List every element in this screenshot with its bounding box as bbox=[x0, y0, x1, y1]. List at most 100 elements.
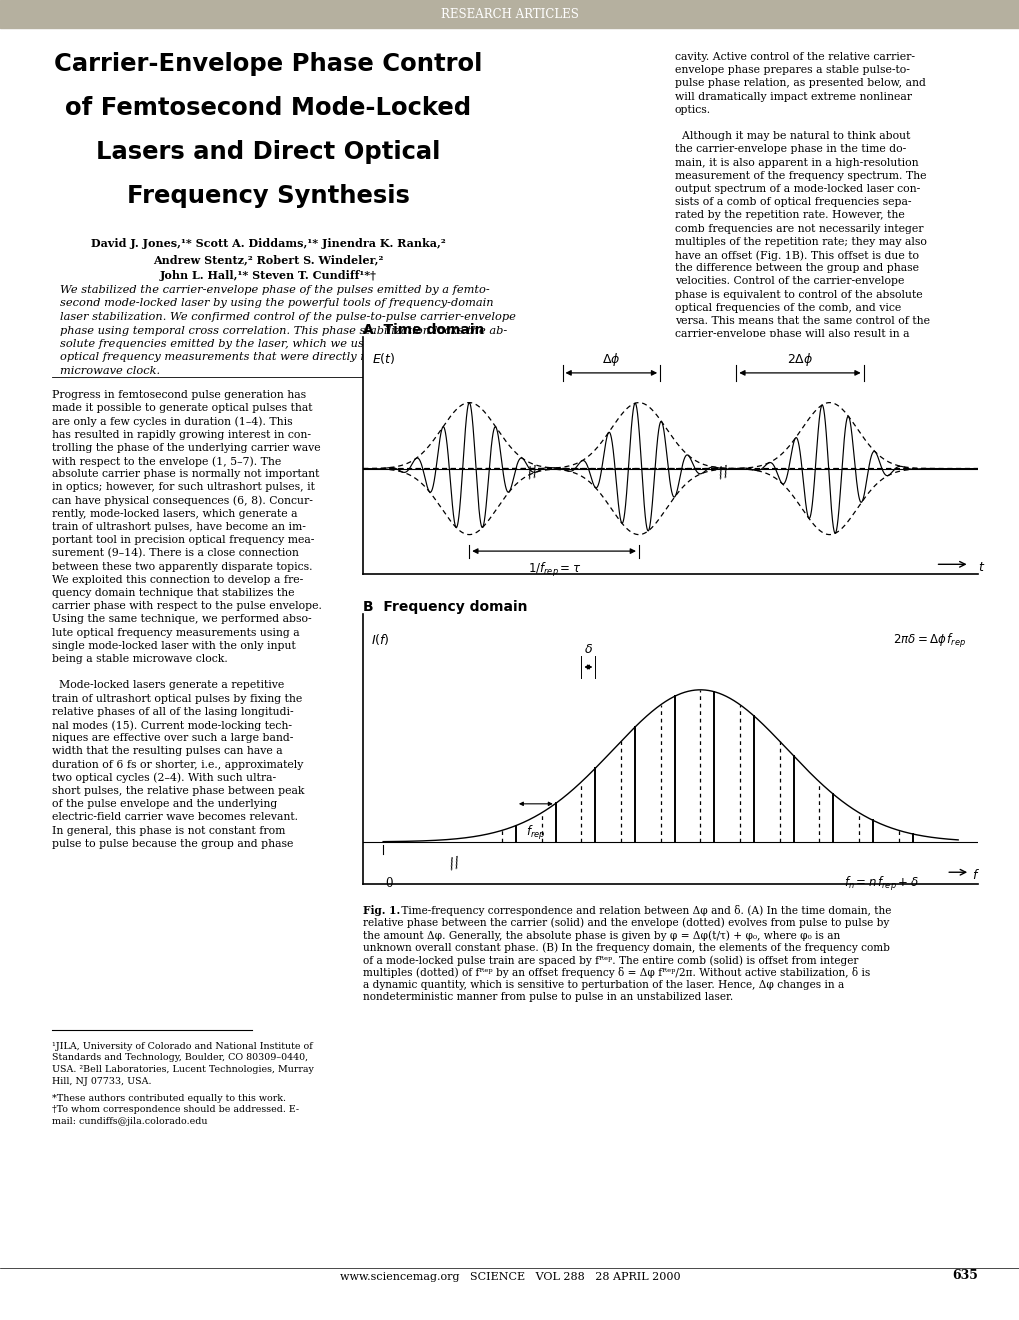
Text: have an offset (Fig. 1B). This offset is due to: have an offset (Fig. 1B). This offset is… bbox=[674, 249, 918, 260]
Text: nondeterministic manner from pulse to pulse in an unstabilized laser.: nondeterministic manner from pulse to pu… bbox=[363, 993, 733, 1002]
Text: train of ultrashort pulses, have become an im-: train of ultrashort pulses, have become … bbox=[52, 521, 306, 532]
Text: 0: 0 bbox=[385, 876, 392, 890]
Text: unknown overall constant phase. (B) In the frequency domain, the elements of the: unknown overall constant phase. (B) In t… bbox=[363, 942, 890, 953]
Text: have not used active feedback, and rapid: have not used active feedback, and rapid bbox=[363, 442, 588, 453]
Text: main methods (5). However, these techniques: main methods (5). However, these techniq… bbox=[363, 429, 614, 440]
Text: //: // bbox=[716, 463, 730, 480]
Text: portant tool in precision optical frequency mea-: portant tool in precision optical freque… bbox=[52, 535, 314, 545]
Text: sists of a comb of optical frequencies sepa-: sists of a comb of optical frequencies s… bbox=[674, 197, 910, 207]
Text: single mode-locked laser with the only input: single mode-locked laser with the only i… bbox=[52, 640, 296, 651]
Text: solute frequencies emitted by the laser, which we used to perform absolute: solute frequencies emitted by the laser,… bbox=[60, 339, 496, 348]
Text: rated by the repetition rate. However, the: rated by the repetition rate. However, t… bbox=[674, 210, 904, 220]
Text: //: // bbox=[526, 463, 539, 480]
Text: $I(f)$: $I(f)$ bbox=[371, 632, 389, 647]
Text: a dynamic quantity, which is sensitive to perturbation of the laser. Hence, Δφ c: a dynamic quantity, which is sensitive t… bbox=[363, 979, 844, 990]
Text: control the absolute frequencies of the optical: control the absolute frequencies of the … bbox=[674, 421, 927, 432]
Text: pulse to pulse because the group and phase: pulse to pulse because the group and pha… bbox=[52, 838, 293, 849]
Text: optical frequencies of the comb, and vice: optical frequencies of the comb, and vic… bbox=[674, 302, 900, 313]
Text: cavity. Active control of the relative carrier-: cavity. Active control of the relative c… bbox=[674, 51, 914, 62]
Text: Hill, NJ 07733, USA.: Hill, NJ 07733, USA. bbox=[52, 1077, 152, 1085]
Text: 635: 635 bbox=[951, 1269, 977, 1282]
Text: two optical cycles (2–4). With such ultra-: two optical cycles (2–4). With such ultr… bbox=[52, 772, 276, 783]
Text: in optics; however, for such ultrashort pulses, it: in optics; however, for such ultrashort … bbox=[52, 482, 315, 492]
Text: has resulted in rapidly growing interest in con-: has resulted in rapidly growing interest… bbox=[52, 429, 311, 440]
Text: are only a few cycles in duration (1–4). This: are only a few cycles in duration (1–4).… bbox=[52, 416, 292, 426]
Text: Mode-locked lasers generate a repetitive: Mode-locked lasers generate a repetitive bbox=[52, 680, 284, 690]
Text: We used a self-referencing technique to: We used a self-referencing technique to bbox=[674, 408, 899, 418]
Text: $E(t)$: $E(t)$ bbox=[372, 351, 395, 366]
Text: Andrew Stentz,² Robert S. Windeler,²: Andrew Stentz,² Robert S. Windeler,² bbox=[153, 253, 383, 265]
Bar bbox=[0, 0, 1019, 28]
Text: phase is equivalent to control of the absolute: phase is equivalent to control of the ab… bbox=[674, 289, 921, 300]
Text: Carrier-Envelope Phase Control: Carrier-Envelope Phase Control bbox=[54, 51, 482, 77]
Text: relative phase between the carrier (solid) and the envelope (dotted) evolves fro: relative phase between the carrier (soli… bbox=[363, 917, 889, 928]
Text: being a stable microwave clock.: being a stable microwave clock. bbox=[52, 653, 227, 664]
Text: measurement of the frequency spectrum. The: measurement of the frequency spectrum. T… bbox=[674, 170, 925, 181]
Text: envelope phase prepares a stable pulse-to-: envelope phase prepares a stable pulse-t… bbox=[674, 65, 909, 75]
Text: quency domain technique that stabilizes the: quency domain technique that stabilizes … bbox=[52, 587, 294, 598]
Text: B  Frequency domain: B Frequency domain bbox=[363, 599, 527, 614]
Text: with respect to the envelope (1, 5–7). The: with respect to the envelope (1, 5–7). T… bbox=[52, 455, 281, 466]
Text: main, it is also apparent in a high-resolution: main, it is also apparent in a high-reso… bbox=[674, 157, 917, 168]
Text: carrier phase with respect to the pulse envelope.: carrier phase with respect to the pulse … bbox=[52, 601, 322, 611]
Text: We exploited this connection to develop a fre-: We exploited this connection to develop … bbox=[52, 574, 303, 585]
Text: niques are effective over such a large band-: niques are effective over such a large b… bbox=[52, 733, 293, 743]
Text: electric-field carrier wave becomes relevant.: electric-field carrier wave becomes rele… bbox=[52, 812, 298, 822]
Text: $f$: $f$ bbox=[971, 869, 979, 882]
Text: comb generated by a mode-locked laser.: comb generated by a mode-locked laser. bbox=[674, 434, 895, 445]
Text: quency described below, this method also: quency described below, this method also bbox=[674, 461, 903, 471]
Text: the carrier-envelope phase in the time do-: the carrier-envelope phase in the time d… bbox=[674, 144, 905, 154]
Text: Lasers and Direct Optical: Lasers and Direct Optical bbox=[96, 140, 440, 164]
Text: $\delta$: $\delta$ bbox=[583, 643, 592, 656]
Text: can have physical consequences (6, 8). Concur-: can have physical consequences (6, 8). C… bbox=[52, 495, 313, 506]
Text: femtosecond pulses have employed time do-: femtosecond pulses have employed time do… bbox=[363, 416, 605, 426]
Text: comb frequencies are not necessarily integer: comb frequencies are not necessarily int… bbox=[674, 223, 922, 234]
Text: optical frequency measurements that were directly referenced to a stable: optical frequency measurements that were… bbox=[60, 352, 487, 363]
Text: ¹JILA, University of Colorado and National Institute of: ¹JILA, University of Colorado and Nation… bbox=[52, 1041, 313, 1051]
Text: the amount Δφ. Generally, the absolute phase is given by φ = Δφ(t/τ) + φ₀, where: the amount Δφ. Generally, the absolute p… bbox=[363, 931, 840, 941]
Text: phase using temporal cross correlation. This phase stabilization locks the ab-: phase using temporal cross correlation. … bbox=[60, 326, 506, 335]
Text: velocities differ inside the laser cavity (Fig.: velocities differ inside the laser cavit… bbox=[363, 389, 601, 400]
Text: 1A). To date, techniques of phase control of: 1A). To date, techniques of phase contro… bbox=[363, 403, 602, 413]
Text: laser stabilization. We confirmed control of the pulse-to-pulse carrier-envelope: laser stabilization. We confirmed contro… bbox=[60, 312, 516, 322]
Text: dephasing occurs because of pulse energy: dephasing occurs because of pulse energy bbox=[363, 455, 596, 466]
Text: $f_{rep}$: $f_{rep}$ bbox=[526, 824, 545, 842]
Text: will dramatically impact extreme nonlinear: will dramatically impact extreme nonline… bbox=[674, 91, 911, 102]
Text: Through the relation between time and fre-: Through the relation between time and fr… bbox=[674, 447, 913, 458]
Text: nal modes (15). Current mode-locking tech-: nal modes (15). Current mode-locking tec… bbox=[52, 719, 291, 730]
Text: made it possible to generate optical pulses that: made it possible to generate optical pul… bbox=[52, 403, 312, 413]
Text: lute optical frequency measurements using a: lute optical frequency measurements usin… bbox=[52, 627, 300, 638]
Text: multiples (dotted) of fᴿᵉᵖ by an offset frequency δ = Δφ fᴿᵉᵖ/2π. Without active: multiples (dotted) of fᴿᵉᵖ by an offset … bbox=[363, 968, 870, 978]
Text: the difference between the group and phase: the difference between the group and pha… bbox=[674, 263, 918, 273]
Text: RESEARCH ARTICLES: RESEARCH ARTICLES bbox=[440, 8, 579, 21]
Text: short pulses, the relative phase between peak: short pulses, the relative phase between… bbox=[52, 785, 305, 796]
Text: †To whom correspondence should be addressed. E-: †To whom correspondence should be addres… bbox=[52, 1106, 299, 1114]
Text: $t$: $t$ bbox=[977, 561, 984, 574]
Text: surement (9–14). There is a close connection: surement (9–14). There is a close connec… bbox=[52, 548, 299, 558]
Text: $f_n = n\,f_{rep} + \delta$: $f_n = n\,f_{rep} + \delta$ bbox=[843, 875, 918, 894]
Text: rently, mode-locked lasers, which generate a: rently, mode-locked lasers, which genera… bbox=[52, 508, 298, 519]
Text: versa. This means that the same control of the: versa. This means that the same control … bbox=[674, 315, 928, 326]
Text: mail: cundiffs@jila.colorado.edu: mail: cundiffs@jila.colorado.edu bbox=[52, 1117, 207, 1126]
Text: //: // bbox=[447, 855, 461, 871]
Text: Fig. 1.: Fig. 1. bbox=[363, 906, 400, 916]
Text: Progress in femtosecond pulse generation has: Progress in femtosecond pulse generation… bbox=[52, 389, 306, 400]
Text: duration of 6 fs or shorter, i.e., approximately: duration of 6 fs or shorter, i.e., appro… bbox=[52, 759, 303, 770]
Text: of the pulse envelope and the underlying: of the pulse envelope and the underlying bbox=[52, 799, 277, 809]
Text: revolutionary technique for optical frequency: revolutionary technique for optical freq… bbox=[674, 342, 924, 352]
Text: Although it may be natural to think about: Although it may be natural to think abou… bbox=[674, 131, 909, 141]
Text: In general, this phase is not constant from: In general, this phase is not constant f… bbox=[52, 825, 285, 836]
Text: wave cesium frequency standard to the opti-: wave cesium frequency standard to the op… bbox=[674, 368, 918, 379]
Text: cal frequency domain with a single laser (14).: cal frequency domain with a single laser… bbox=[674, 381, 925, 392]
Text: trolling the phase of the underlying carrier wave: trolling the phase of the underlying car… bbox=[52, 442, 320, 453]
Text: $\Delta\phi$: $\Delta\phi$ bbox=[601, 351, 620, 367]
Text: optics.: optics. bbox=[674, 104, 710, 115]
Text: output spectrum of a mode-locked laser con-: output spectrum of a mode-locked laser c… bbox=[674, 183, 919, 194]
Text: $2\pi\delta = \Delta\phi\, f_{rep}$: $2\pi\delta = \Delta\phi\, f_{rep}$ bbox=[892, 632, 965, 649]
Text: multiples of the repetition rate; they may also: multiples of the repetition rate; they m… bbox=[674, 236, 925, 247]
Text: Time-frequency correspondence and relation between Δφ and δ. (A) In the time dom: Time-frequency correspondence and relati… bbox=[398, 906, 891, 916]
Text: width that the resulting pulses can have a: width that the resulting pulses can have… bbox=[52, 746, 282, 756]
Text: of Femtosecond Mode-Locked: of Femtosecond Mode-Locked bbox=[65, 96, 471, 120]
Text: Using the same technique, we performed abso-: Using the same technique, we performed a… bbox=[52, 614, 312, 624]
Text: USA. ²Bell Laboratories, Lucent Technologies, Murray: USA. ²Bell Laboratories, Lucent Technolo… bbox=[52, 1065, 314, 1074]
